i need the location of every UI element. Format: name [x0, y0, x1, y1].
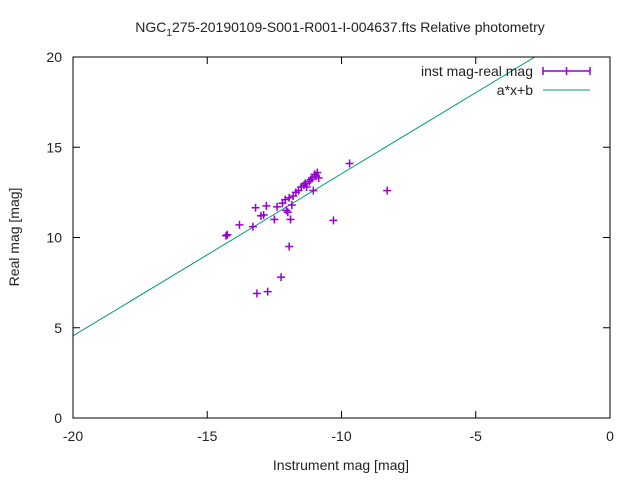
- title-subscript: 1: [166, 28, 172, 39]
- data-point: [302, 182, 311, 191]
- legend-label: a*x+b: [497, 82, 533, 98]
- x-tick-label: -10: [331, 428, 351, 444]
- data-point: [262, 201, 271, 210]
- data-point: [301, 179, 310, 188]
- data-point: [285, 193, 294, 202]
- y-tick-label: 10: [46, 230, 62, 246]
- data-point: [345, 159, 354, 168]
- x-tick-label: -20: [63, 428, 83, 444]
- data-point: [222, 231, 231, 240]
- data-point: [306, 175, 315, 184]
- x-tick-label: -5: [470, 428, 483, 444]
- data-point: [314, 173, 323, 182]
- data-point: [286, 215, 295, 224]
- y-tick-label: 5: [54, 320, 62, 336]
- data-point: [273, 202, 282, 211]
- data-point: [263, 287, 272, 296]
- title-suffix: 275-20190109-S001-R001-I-004637.fts Rela…: [172, 19, 545, 35]
- chart-title: NGC1275-20190109-S001-R001-I-004637.fts …: [135, 19, 544, 39]
- legend-entry-fit: a*x+b: [497, 82, 590, 98]
- y-tick-label: 15: [46, 139, 62, 155]
- x-axis-label: Instrument mag [mag]: [273, 457, 409, 473]
- data-point: [281, 195, 290, 204]
- y-tick-label: 20: [46, 49, 62, 65]
- data-point: [270, 215, 279, 224]
- legend-label: inst mag-real mag: [421, 63, 533, 79]
- data-point: [285, 242, 294, 251]
- data-point: [259, 210, 268, 219]
- data-point: [282, 206, 291, 215]
- data-point: [252, 289, 261, 298]
- axis-ticks: -20 -15 -10 -5 0 0 5 10 15 20: [46, 49, 614, 444]
- legend: inst mag-real mag a*x+b: [421, 63, 591, 98]
- data-point: [235, 220, 244, 229]
- y-axis-label: Real mag [mag]: [6, 188, 22, 287]
- data-point: [313, 168, 322, 177]
- data-point: [248, 222, 257, 231]
- title-prefix: NGC: [135, 19, 166, 35]
- data-point: [223, 230, 232, 239]
- data-point: [329, 216, 338, 225]
- plot-area: [73, 57, 536, 337]
- data-point: [287, 201, 296, 210]
- x-tick-label: 0: [606, 428, 614, 444]
- data-point: [283, 208, 292, 217]
- data-point: [277, 273, 286, 282]
- plot-frame: [72, 56, 611, 419]
- data-point: [251, 203, 260, 212]
- data-point: [383, 186, 392, 195]
- legend-entry-points: inst mag-real mag: [421, 63, 591, 79]
- data-point: [309, 186, 318, 195]
- fit-line: [73, 57, 536, 337]
- y-tick-label: 0: [54, 410, 62, 426]
- x-tick-label: -15: [197, 428, 217, 444]
